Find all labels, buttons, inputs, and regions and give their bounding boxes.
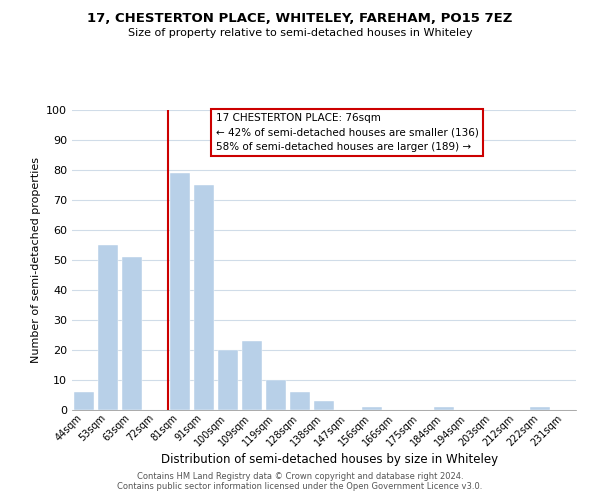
Text: 17 CHESTERTON PLACE: 76sqm
← 42% of semi-detached houses are smaller (136)
58% o: 17 CHESTERTON PLACE: 76sqm ← 42% of semi… — [215, 113, 479, 152]
Text: Distribution of semi-detached houses by size in Whiteley: Distribution of semi-detached houses by … — [161, 452, 499, 466]
Bar — [74, 392, 94, 410]
Bar — [530, 407, 550, 410]
Bar — [98, 245, 118, 410]
Bar — [362, 407, 382, 410]
Text: Size of property relative to semi-detached houses in Whiteley: Size of property relative to semi-detach… — [128, 28, 472, 38]
Bar — [434, 407, 454, 410]
Text: Contains HM Land Registry data © Crown copyright and database right 2024.: Contains HM Land Registry data © Crown c… — [137, 472, 463, 481]
Bar — [266, 380, 286, 410]
Y-axis label: Number of semi-detached properties: Number of semi-detached properties — [31, 157, 41, 363]
Text: Contains public sector information licensed under the Open Government Licence v3: Contains public sector information licen… — [118, 482, 482, 491]
Bar — [122, 257, 142, 410]
Bar — [170, 173, 190, 410]
Bar — [218, 350, 238, 410]
Bar — [290, 392, 310, 410]
Bar — [194, 185, 214, 410]
Bar — [242, 341, 262, 410]
Bar — [314, 401, 334, 410]
Text: 17, CHESTERTON PLACE, WHITELEY, FAREHAM, PO15 7EZ: 17, CHESTERTON PLACE, WHITELEY, FAREHAM,… — [88, 12, 512, 26]
